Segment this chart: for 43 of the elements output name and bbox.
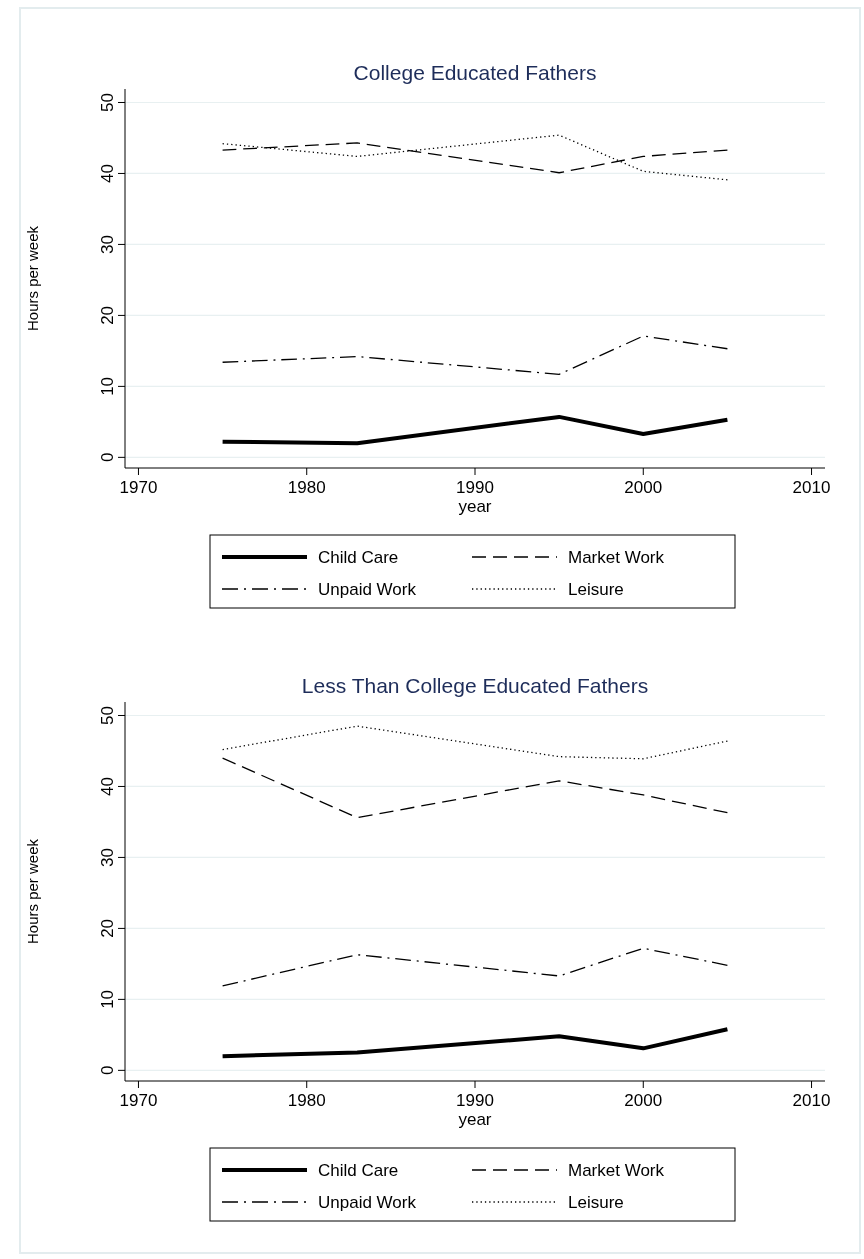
- y-tick-label: 10: [98, 989, 117, 1009]
- line-series: [220, 414, 730, 446]
- x-tick-label: 2010: [792, 478, 831, 497]
- line-series: [221, 134, 729, 181]
- legend-label: Leisure: [568, 1193, 624, 1212]
- y-tick-label: 20: [98, 305, 117, 325]
- x-tick-label: 1980: [287, 478, 326, 497]
- y-tick-label: 20: [98, 918, 117, 938]
- y-tick-label: 30: [98, 847, 117, 867]
- y-tick-label: 40: [98, 164, 117, 183]
- x-axis-title: year: [458, 1110, 492, 1129]
- x-tick-label: 1970: [119, 1091, 158, 1110]
- legend-label: Unpaid Work: [318, 1193, 417, 1212]
- x-tick-label: 2000: [624, 478, 663, 497]
- legend-label: Child Care: [318, 548, 399, 567]
- legend-label: Child Care: [318, 1161, 399, 1180]
- x-tick-label: 1980: [287, 1091, 326, 1110]
- x-axis-title: year: [458, 497, 492, 516]
- line-series: [221, 947, 729, 987]
- line-series: [221, 757, 729, 819]
- legend-label: Market Work: [568, 1161, 665, 1180]
- legend-label: Market Work: [568, 548, 665, 567]
- y-tick-label: 50: [98, 706, 117, 725]
- y-tick-label: 0: [98, 1065, 117, 1076]
- x-tick-label: 2010: [792, 1091, 831, 1110]
- legend-label: Unpaid Work: [318, 580, 417, 599]
- line-series: [221, 335, 729, 375]
- y-tick-label: 0: [98, 452, 117, 463]
- y-axis-title: Hours per week: [24, 838, 41, 945]
- y-tick-label: 30: [98, 234, 117, 254]
- line-series: [220, 1027, 730, 1059]
- x-tick-label: 1990: [456, 1091, 494, 1110]
- chart-title: College Educated Fathers: [353, 61, 597, 84]
- x-tick-label: 2000: [624, 1091, 663, 1110]
- y-tick-label: 50: [98, 93, 117, 112]
- x-tick-label: 1970: [119, 478, 158, 497]
- y-axis-title: Hours per week: [24, 225, 41, 332]
- x-tick-label: 1990: [456, 478, 494, 497]
- chart-title: Less Than College Educated Fathers: [301, 674, 649, 697]
- y-tick-label: 40: [98, 777, 117, 796]
- line-series: [221, 725, 729, 760]
- y-tick-label: 10: [98, 376, 117, 396]
- legend-label: Leisure: [568, 580, 624, 599]
